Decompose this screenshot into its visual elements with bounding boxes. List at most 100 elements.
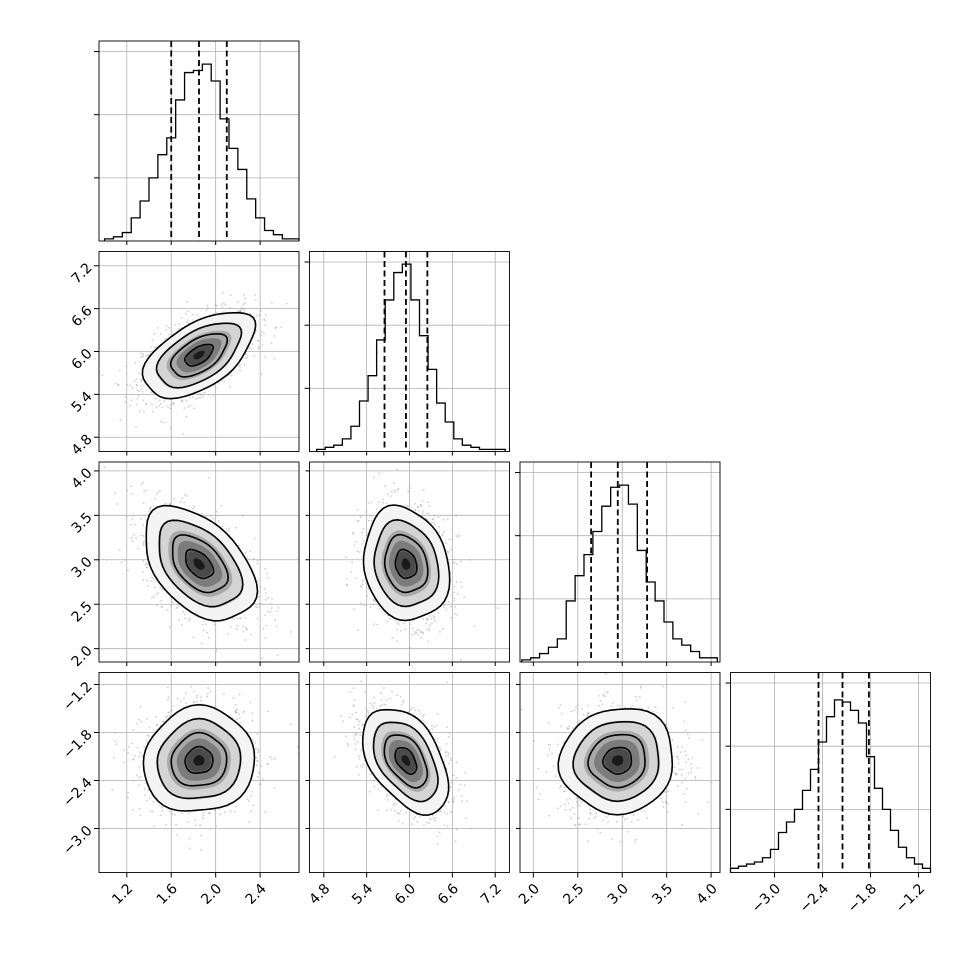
- contour-line: [171, 534, 230, 594]
- sample-point: [145, 354, 148, 357]
- sample-point: [433, 725, 436, 728]
- sample-point: [141, 390, 144, 393]
- sample-point: [468, 558, 471, 561]
- sample-point: [460, 586, 463, 588]
- sample-point: [269, 611, 272, 613]
- sample-point: [147, 789, 150, 791]
- sample-point: [460, 560, 462, 563]
- contour-line: [394, 747, 418, 776]
- sample-point: [369, 606, 371, 608]
- sample-point: [392, 482, 395, 485]
- sample-point: [241, 307, 244, 310]
- sample-point: [208, 812, 211, 815]
- sample-point: [355, 718, 358, 720]
- sample-point: [602, 694, 605, 697]
- sample-point: [446, 518, 449, 520]
- sample-point: [139, 751, 142, 754]
- sample-point: [155, 406, 158, 409]
- sample-point: [167, 698, 169, 701]
- sample-point: [413, 707, 415, 709]
- sample-point: [156, 327, 159, 329]
- sample-point: [239, 364, 241, 367]
- sample-point: [610, 705, 613, 708]
- sample-point: [575, 706, 577, 709]
- sample-point: [132, 729, 135, 732]
- sample-point: [114, 492, 117, 495]
- sample-point: [209, 515, 212, 517]
- sample-point: [143, 787, 146, 790]
- sample-point: [365, 716, 368, 718]
- density-fill: [193, 350, 205, 360]
- sample-point: [654, 706, 657, 709]
- sample-point: [215, 387, 217, 389]
- x-tick-label: 2.0: [516, 881, 543, 908]
- sample-point: [450, 617, 453, 619]
- sample-point: [212, 517, 215, 520]
- sample-point: [238, 544, 241, 547]
- sample-point: [416, 506, 419, 509]
- sample-point: [138, 390, 141, 393]
- sample-point: [129, 384, 132, 387]
- sample-point: [520, 708, 523, 711]
- sample-point: [372, 598, 375, 601]
- sample-point: [397, 623, 400, 626]
- sample-point: [452, 774, 455, 777]
- x-tick-label: −1.2: [893, 881, 928, 916]
- sample-point: [135, 537, 138, 539]
- sample-point: [421, 632, 424, 635]
- sample-point: [430, 617, 433, 620]
- sample-point: [273, 786, 276, 789]
- sample-point: [413, 630, 416, 633]
- sample-point: [112, 756, 115, 759]
- sample-point: [265, 624, 268, 627]
- sample-point: [441, 533, 444, 536]
- sample-point: [434, 819, 436, 822]
- sample-point: [224, 303, 227, 306]
- sample-point: [207, 636, 210, 639]
- sample-point: [133, 379, 136, 382]
- sample-point: [458, 789, 460, 792]
- sample-point: [200, 834, 202, 837]
- sample-point: [429, 624, 431, 626]
- sample-point: [256, 579, 259, 582]
- sample-point: [143, 794, 146, 797]
- sample-point: [119, 418, 122, 421]
- sample-point: [132, 809, 134, 812]
- sample-point: [256, 775, 259, 778]
- sample-point: [137, 547, 139, 550]
- sample-point: [229, 306, 231, 309]
- sample-point: [459, 659, 462, 662]
- sample-point: [120, 561, 123, 564]
- sample-point: [431, 728, 434, 730]
- sample-point: [139, 518, 142, 520]
- sample-point: [185, 415, 188, 418]
- sample-point: [629, 706, 632, 709]
- sample-point: [593, 817, 596, 819]
- sample-point: [182, 611, 185, 613]
- sample-point: [463, 596, 466, 598]
- sample-point: [213, 623, 216, 626]
- sample-point: [127, 745, 130, 748]
- sample-point: [199, 396, 202, 399]
- sample-point: [256, 751, 259, 754]
- sample-point: [126, 383, 129, 386]
- sample-point: [189, 404, 192, 407]
- sample-point: [152, 801, 155, 803]
- sample-point: [447, 552, 449, 555]
- sample-point: [646, 816, 648, 819]
- sample-point: [535, 786, 538, 789]
- sample-point: [118, 549, 121, 551]
- sample-point: [537, 798, 540, 801]
- sample-point: [450, 781, 453, 784]
- sample-point: [349, 716, 351, 718]
- sample-point: [188, 617, 191, 620]
- sample-point: [350, 571, 352, 573]
- sample-point: [580, 707, 583, 710]
- sample-point: [177, 328, 180, 331]
- sample-point: [368, 519, 370, 522]
- sample-point: [444, 751, 447, 754]
- sample-point: [363, 604, 365, 607]
- sample-point: [140, 385, 142, 387]
- sample-point: [260, 765, 263, 767]
